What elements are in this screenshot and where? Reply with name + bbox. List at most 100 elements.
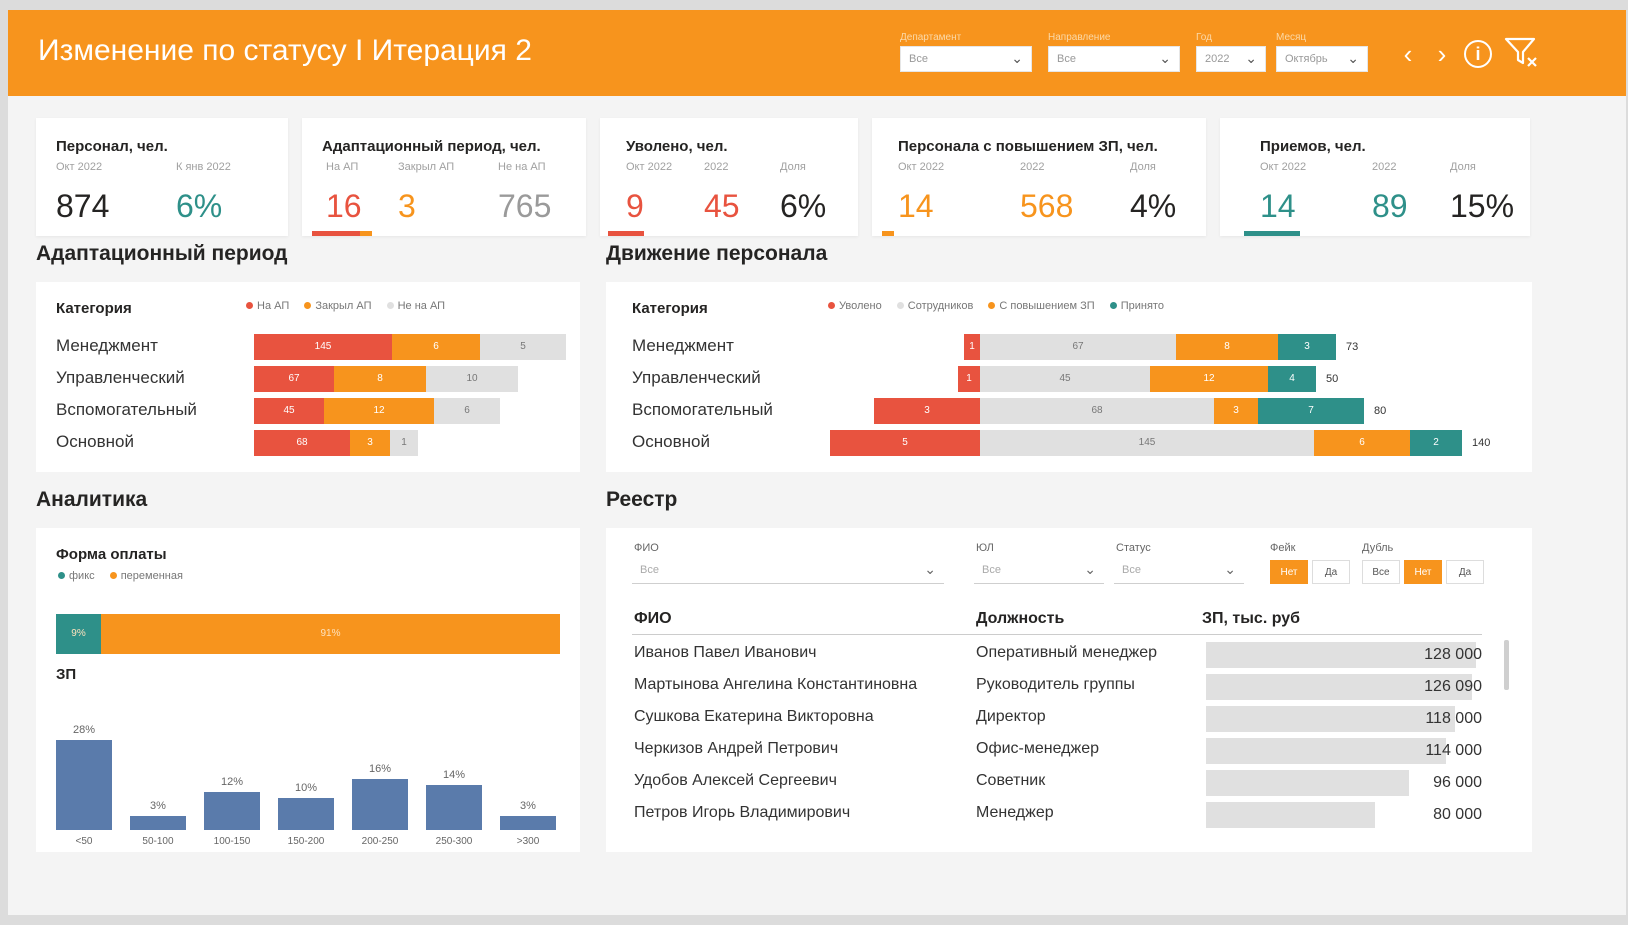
column-header-fio[interactable]: ФИО <box>634 610 672 627</box>
payment-segment[interactable]: 91% <box>101 614 560 654</box>
bar-segment[interactable]: 12 <box>1150 366 1268 392</box>
legend-label[interactable]: Закрыл АП <box>315 300 372 312</box>
dup-toggle-all[interactable]: Все <box>1362 560 1400 584</box>
filter-label: ЮЛ <box>976 542 994 554</box>
bar-segment[interactable]: 4 <box>1268 366 1316 392</box>
bar-segment[interactable]: 3 <box>874 398 980 424</box>
bar-segment[interactable]: 7 <box>1258 398 1364 424</box>
zp-bar[interactable] <box>130 816 186 830</box>
legend-label[interactable]: Сотрудников <box>907 300 974 312</box>
legend-label[interactable]: С повышением ЗП <box>999 300 1095 312</box>
fake-toggle-no[interactable]: Нет <box>1270 560 1308 584</box>
bar-segment[interactable]: 3 <box>1214 398 1258 424</box>
status-filter[interactable]: Все ⌄ <box>1114 558 1244 584</box>
legend-label[interactable]: фикс <box>69 570 95 582</box>
bar-segment[interactable]: 67 <box>254 366 334 392</box>
table-row[interactable]: Сушкова Екатерина Викторовна Директор 118 … <box>606 704 1506 734</box>
chevron-down-icon: ⌄ <box>1084 561 1096 577</box>
fake-toggle-yes[interactable]: Да <box>1312 560 1350 584</box>
cell-salary: 118 000 <box>1425 710 1482 727</box>
bar-segment[interactable]: 8 <box>1176 334 1278 360</box>
info-icon[interactable]: i <box>1464 40 1492 68</box>
bar-segment[interactable]: 3 <box>1278 334 1336 360</box>
zp-bar[interactable] <box>426 785 482 830</box>
bar-segment[interactable]: 145 <box>980 430 1314 456</box>
cell-fio: Петров Игорь Владимирович <box>634 804 851 821</box>
slicer-dropdown[interactable]: Все ⌄ <box>900 46 1032 72</box>
dup-toggle-yes[interactable]: Да <box>1446 560 1484 584</box>
category-label: Менеджмент <box>56 336 158 355</box>
zp-bar[interactable] <box>56 740 112 830</box>
kpi-title: Персонал, чел. <box>56 138 168 155</box>
bar-segment[interactable]: 1 <box>390 430 418 456</box>
legend-label[interactable]: Принято <box>1120 300 1164 312</box>
bar-segment[interactable]: 6 <box>1314 430 1410 456</box>
bar-segment[interactable]: 68 <box>980 398 1214 424</box>
dup-toggle-no[interactable]: Нет <box>1404 560 1442 584</box>
chevron-down-icon: ⌄ <box>1159 50 1171 66</box>
zp-bar[interactable] <box>500 816 556 830</box>
kpi-title: Приемов, чел. <box>1260 138 1366 155</box>
table-row[interactable]: Иванов Павел Иванович Оперативный менедже… <box>606 640 1506 670</box>
kpi-sub: Окт 2022 <box>1260 161 1307 173</box>
bar-segment[interactable]: 145 <box>254 334 392 360</box>
slicer-direction[interactable]: Направление Все ⌄ <box>1048 32 1180 72</box>
zp-bar[interactable] <box>204 791 260 830</box>
chevron-down-icon: ⌄ <box>1011 50 1023 66</box>
bar-segment[interactable]: 5 <box>830 430 980 456</box>
kpi-bar <box>882 231 894 236</box>
kpi-value: 14 <box>1260 188 1296 224</box>
column-header-position[interactable]: Должность <box>976 610 1065 627</box>
legend-label[interactable]: Уволено <box>839 300 882 312</box>
payment-segment[interactable]: 9% <box>56 614 101 654</box>
kpi-sub: Доля <box>1450 161 1476 173</box>
bar-segment[interactable]: 1 <box>958 366 980 392</box>
table-scrollbar[interactable] <box>1504 640 1509 690</box>
payment-legend: фикс переменная <box>44 570 183 582</box>
bar-segment[interactable]: 6 <box>434 398 500 424</box>
slicer-month[interactable]: Месяц Октябрь ⌄ <box>1276 32 1368 72</box>
page-title: Изменение по статусу I Итерация 2 <box>38 34 532 67</box>
kpi-card-hired: Приемов, чел. Окт 2022 2022 Доля 14 89 1… <box>1220 118 1530 236</box>
table-row[interactable]: Удобов Алексей Сергеевич Советник 96 000 <box>606 768 1506 798</box>
bar-segment[interactable]: 67 <box>980 334 1176 360</box>
bar-segment[interactable]: 5 <box>480 334 566 360</box>
fio-filter[interactable]: Все ⌄ <box>632 558 944 584</box>
table-row[interactable]: Мартынова Ангелина Константиновна Руковод… <box>606 672 1506 702</box>
chevron-right-icon[interactable]: › <box>1437 39 1447 69</box>
bar-segment[interactable]: 10 <box>426 366 518 392</box>
bar-segment[interactable]: 6 <box>392 334 480 360</box>
slicer-dropdown[interactable]: Все ⌄ <box>1048 46 1180 72</box>
zp-bar[interactable] <box>352 778 408 830</box>
column-header-salary[interactable]: ЗП, тыс. руб <box>1202 610 1301 627</box>
bar-segment[interactable]: 68 <box>254 430 350 456</box>
zp-category-label: 100-150 <box>213 836 251 847</box>
slicer-dropdown[interactable]: 2022 ⌄ <box>1196 46 1266 72</box>
kpi-value: 45 <box>704 188 740 224</box>
bar-segment[interactable]: 12 <box>324 398 434 424</box>
kpi-sub: 2022 <box>704 161 729 173</box>
legend-label[interactable]: Не на АП <box>397 300 446 312</box>
bar-segment[interactable]: 2 <box>1410 430 1462 456</box>
table-row[interactable]: Черкизов Андрей Петрович Офис-менеджер 114… <box>606 736 1506 766</box>
filter-icon[interactable] <box>1504 36 1537 67</box>
slicer-dropdown[interactable]: Октябрь ⌄ <box>1276 46 1368 72</box>
chevron-left-icon[interactable]: ‹ <box>1403 39 1413 69</box>
legend-dot <box>896 302 904 309</box>
slicer-label: Департамент <box>900 32 962 43</box>
bar-segment[interactable]: 8 <box>334 366 426 392</box>
slicer-department[interactable]: Департамент Все ⌄ <box>900 32 1032 72</box>
bar-segment[interactable]: 1 <box>964 334 980 360</box>
zp-bar[interactable] <box>278 798 334 830</box>
bar-segment[interactable]: 3 <box>350 430 390 456</box>
ul-filter[interactable]: Все ⌄ <box>974 558 1104 584</box>
chevron-down-icon: ⌄ <box>1347 50 1359 66</box>
slicer-year[interactable]: Год 2022 ⌄ <box>1196 32 1266 72</box>
legend-label[interactable]: переменная <box>120 570 183 582</box>
legend-label[interactable]: На АП <box>257 300 290 312</box>
legend-dot <box>386 302 394 309</box>
bar-segment[interactable]: 45 <box>254 398 324 424</box>
kpi-sub: Не на АП <box>498 161 546 173</box>
bar-segment[interactable]: 45 <box>980 366 1150 392</box>
table-row[interactable]: Петров Игорь Владимирович Менеджер 80 000 <box>606 800 1506 830</box>
